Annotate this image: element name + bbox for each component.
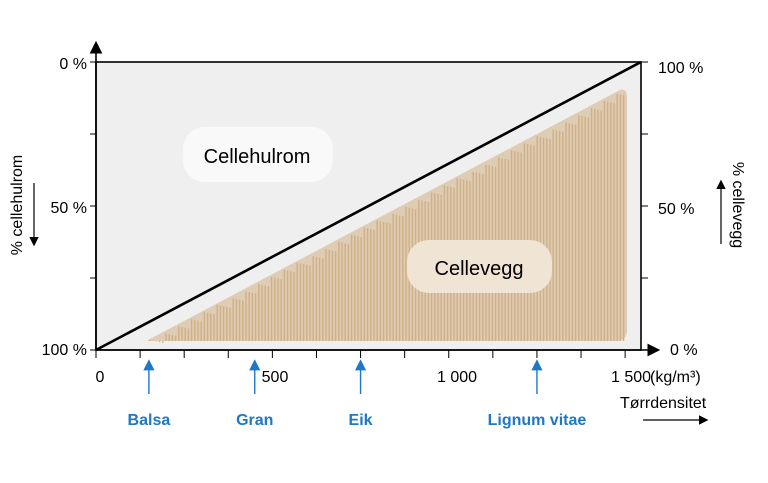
x-tick-label-1500: 1 500 [611,369,651,386]
diagonal-boundary [95,60,642,352]
wood-markers: Balsa Gran Eik Lignum vitae [128,359,587,429]
x-unit-label: (kg/m³) [650,369,701,386]
x-tick-label-0: 0 [96,369,105,386]
right-axis-title: % cellevegg [729,162,746,248]
left-tick-label-0: 0 % [59,56,87,73]
region-label-box-bottom [407,240,552,293]
bottom-tick-marks [95,350,626,358]
x-tick-label-500: 500 [262,369,289,386]
left-tick-label-100: 100 % [42,342,87,359]
wood-label-balsa: Balsa [128,412,171,429]
left-tick-marks [90,61,96,351]
right-tick-label-0: 0 % [670,342,698,359]
left-axis-title: % cellehulrom [9,155,26,255]
region-label-box-top [183,127,333,182]
wood-label-eik: Eik [349,412,373,429]
right-tick-marks [641,61,648,279]
x-axis-title: Tørrdensitet [620,395,707,412]
x-tick-label-1000: 1 000 [437,369,477,386]
region-label-top: Cellehulrom [204,146,311,168]
region-label-bottom: Cellevegg [435,258,524,280]
wood-label-lignum-vitae: Lignum vitae [488,412,587,429]
wood-label-gran: Gran [236,412,273,429]
right-tick-label-50: 50 % [658,201,694,218]
right-tick-label-100: 100 % [658,60,703,77]
left-tick-label-50: 50 % [51,200,87,217]
